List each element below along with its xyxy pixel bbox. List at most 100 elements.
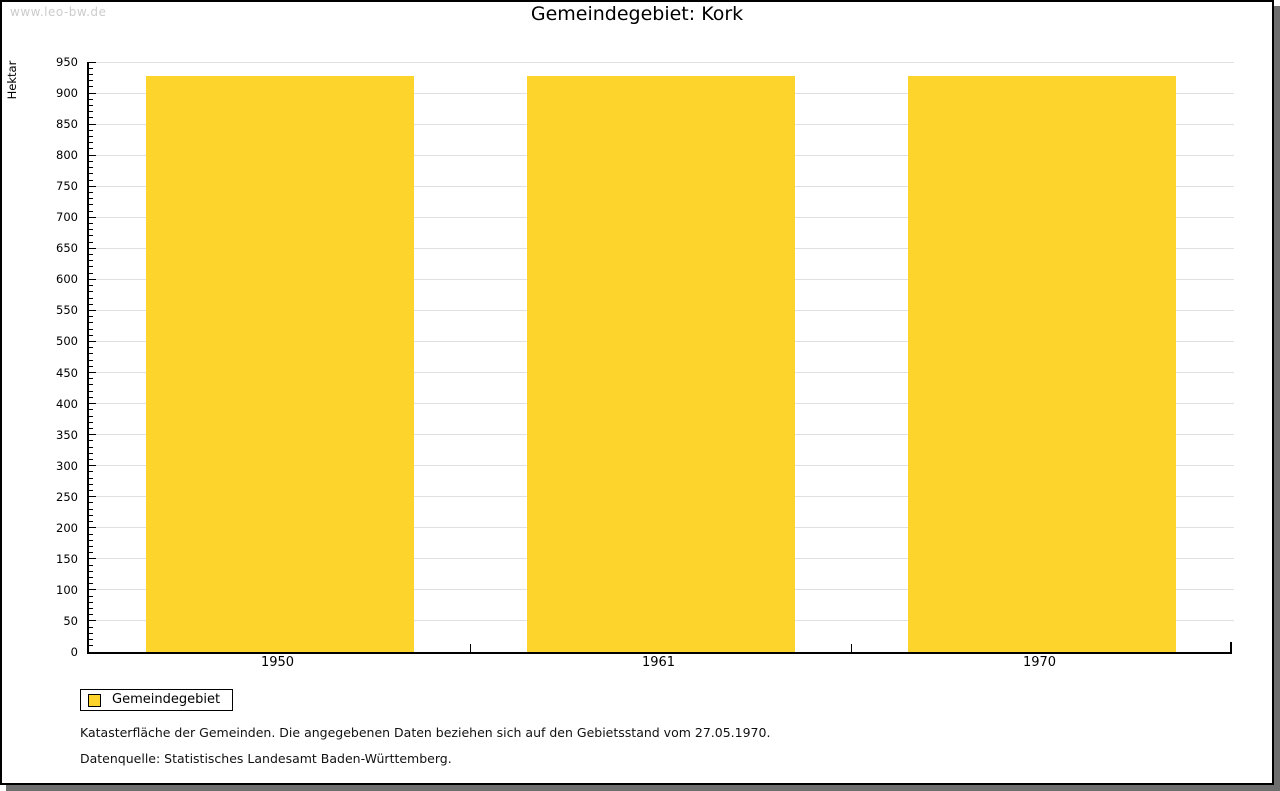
y-axis-tick [89,508,93,510]
y-axis-tick [89,297,93,299]
y-axis-tick [89,533,93,535]
y-axis-tick [89,340,96,342]
y-axis-tick [89,67,93,69]
y-axis-tick [89,173,93,175]
y-axis-tick [89,558,96,560]
y-axis-tick [89,576,93,578]
y-axis-tick [89,222,93,224]
y-axis-tick [89,645,93,647]
y-axis-tick [89,204,93,206]
y-axis-tick [89,353,93,355]
y-axis-tick [89,254,93,256]
y-axis-tick [89,278,96,280]
y-axis-tick [89,477,93,479]
y-tick-label: 750 [56,179,78,194]
y-axis-tick [89,545,93,547]
y-axis-tick [89,309,96,311]
y-tick-label: 150 [56,551,78,566]
y-tick-label: 650 [56,241,78,256]
y-axis-tick [89,260,93,262]
y-tick-label: 550 [56,303,78,318]
y-tick-label: 0 [70,645,78,659]
y-axis-tick [89,322,93,324]
y-axis-tick [89,409,93,411]
y-axis-tick [89,614,93,616]
y-axis-tick [89,434,96,436]
y-axis-tick [89,415,93,417]
y-axis-tick [89,458,93,460]
y-axis-tick [89,136,93,138]
y-axis-tick [89,589,96,591]
y-axis-tick [89,608,93,610]
y-axis-tick [89,378,93,380]
y-axis-tick [89,235,93,237]
y-axis-tick [89,160,93,162]
y-axis-tick [89,73,93,75]
y-axis-tick [89,527,96,529]
y-axis-tick [89,384,93,386]
y-axis-tick [89,92,96,94]
y-axis-tick [89,247,96,249]
y-axis-tick [89,595,93,597]
y-axis-tick [89,651,96,653]
y-axis-tick [89,154,96,156]
y-axis-tick [89,632,93,634]
x-axis-end-tick [1230,642,1232,652]
x-axis-tick [851,644,852,652]
y-axis-tick [89,539,93,541]
y-tick-label: 900 [56,86,78,101]
x-tick-label-1970: 1970 [1022,655,1057,670]
y-axis-tick [89,241,93,243]
y-axis-tick [89,446,93,448]
y-axis-tick [89,502,93,504]
y-axis-tick [89,421,93,423]
legend: Gemeindegebiet [80,689,234,711]
y-axis-tick [89,471,93,473]
y-axis-tick [89,98,93,100]
legend-color-swatch-icon [88,693,101,707]
y-axis-tick [89,626,93,628]
y-axis-tick [89,117,93,119]
y-axis-tick [89,620,96,622]
y-axis-tick [89,639,93,641]
y-axis-tick [89,104,93,106]
y-axis-tick [89,285,93,287]
y-axis-tick [89,86,93,88]
y-tick-label: 200 [56,520,78,535]
x-tick-label-1961: 1961 [641,655,676,670]
watermark: www.leo-bw.de [10,5,107,19]
y-tick-label: 250 [56,489,78,504]
y-tick-label: 950 [56,55,78,69]
y-tick-label: 700 [56,210,78,225]
y-tick-label: 800 [56,148,78,163]
y-tick-label: 400 [56,396,78,411]
y-tick-label: 100 [56,582,78,597]
y-axis-tick [89,148,93,150]
chart-title: Gemeindegebiet: Kork [530,3,744,25]
y-axis-tick [89,123,96,125]
y-tick-label: 850 [56,117,78,132]
y-axis-tick [89,167,93,169]
y-axis-tick [89,514,93,516]
y-axis-tick [89,359,93,361]
y-tick-label: 500 [56,334,78,349]
y-axis-tick [89,521,93,523]
y-axis-tick [89,179,93,181]
y-tick-label: 350 [56,427,78,442]
y-axis-tick [89,564,93,566]
y-axis-tick [89,80,93,82]
y-axis-tick [89,390,93,392]
y-axis-tick [89,142,93,144]
bar-1970 [907,75,1176,652]
y-axis-tick [89,291,93,293]
y-axis-tick [89,316,93,318]
y-axis-tick [89,272,93,274]
y-axis-tick [89,365,93,367]
y-axis-label: Hektar [5,60,19,100]
y-axis-tick [89,328,93,330]
y-axis-tick [89,465,96,467]
y-axis-tick [89,61,96,63]
y-axis-tick [89,129,93,131]
y-tick-label: 300 [56,458,78,473]
y-tick-label: 600 [56,272,78,287]
